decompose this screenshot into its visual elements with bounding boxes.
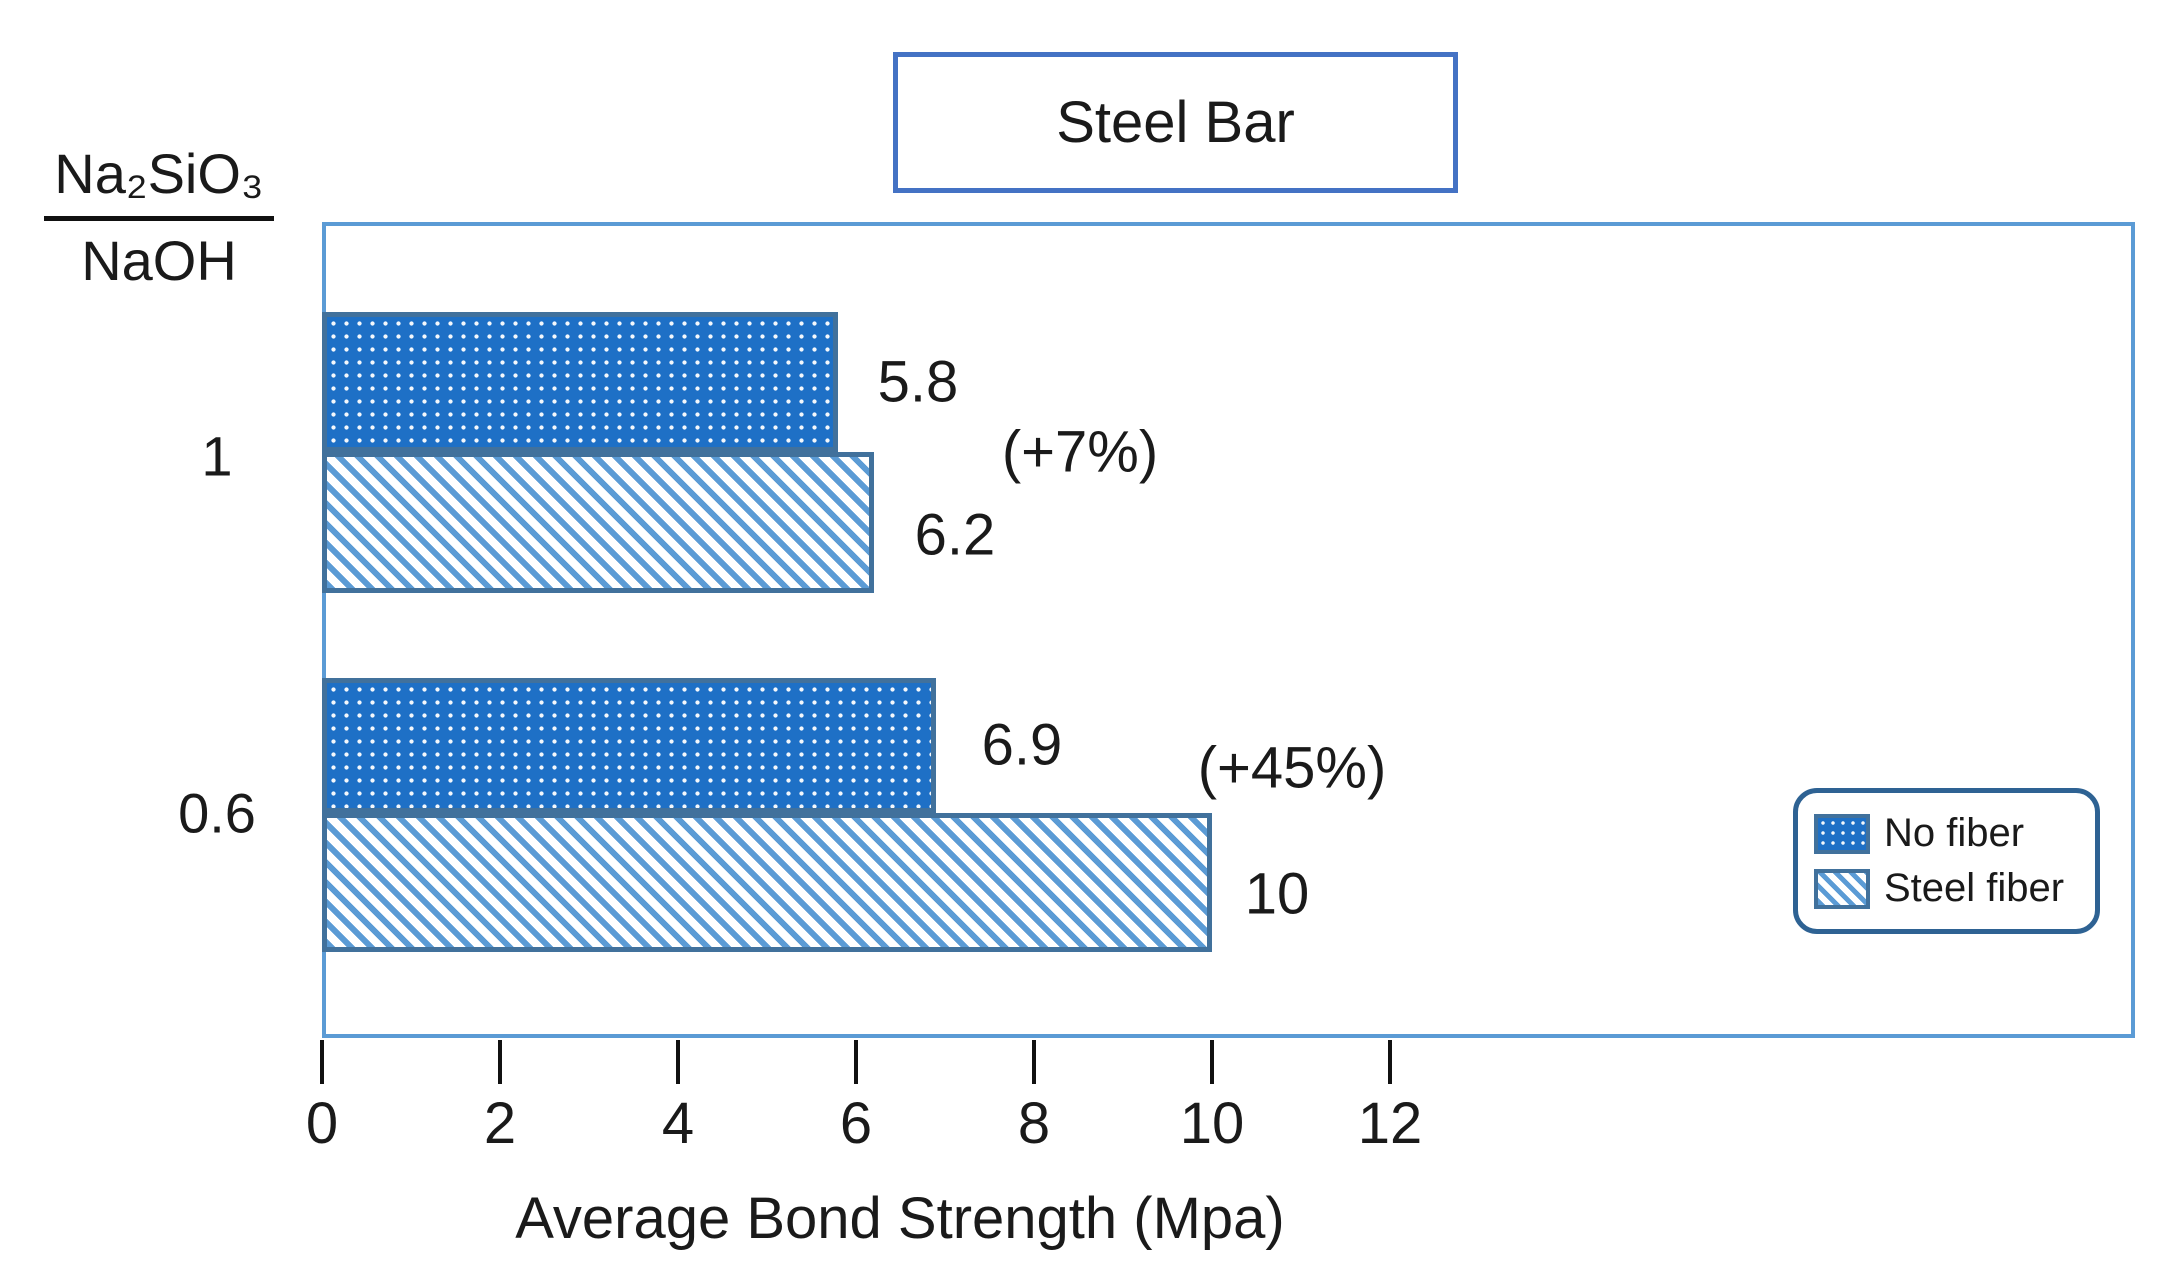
x-tick-label: 4 <box>661 1091 695 1156</box>
annotation-ratio-0.6: (+45%) <box>1197 735 1387 801</box>
x-tick-label: 12 <box>1357 1091 1423 1156</box>
x-tick-mark <box>498 1040 502 1084</box>
legend-label-steel-fiber: Steel fiber <box>1884 866 2065 910</box>
bar-no-fiber-ratio-1 <box>322 312 839 452</box>
value-label-no-fiber-ratio-1: 5.8 <box>877 349 959 415</box>
x-tick-mark <box>320 1040 324 1084</box>
legend-label-no-fiber: No fiber <box>1884 811 2025 855</box>
plot-area <box>322 222 2135 1038</box>
bar-steel-fiber-ratio-1 <box>322 452 874 593</box>
x-tick-mark <box>1210 1040 1214 1084</box>
y-axis-title-denominator: NaOH <box>81 229 237 292</box>
value-label-no-fiber-ratio-0.6: 6.9 <box>981 712 1063 778</box>
x-tick-label: 6 <box>839 1091 873 1156</box>
value-label-steel-fiber-ratio-1: 6.2 <box>914 502 996 568</box>
category-label-1: 1 <box>201 424 233 488</box>
bar-no-fiber-ratio-0.6 <box>322 678 937 813</box>
x-tick-label: 2 <box>483 1091 517 1156</box>
chart-title: Steel Bar <box>1056 90 1295 155</box>
y-axis-title: Na₂SiO₃ NaOH <box>44 146 274 289</box>
x-tick-label: 0 <box>305 1091 339 1156</box>
legend-item-no-fiber: No fiber <box>1814 811 2095 856</box>
x-axis-title: Average Bond Strength (Mpa) <box>515 1186 1285 1251</box>
x-tick-mark <box>854 1040 858 1084</box>
category-label-0.6: 0.6 <box>178 781 256 845</box>
bar-steel-fiber-ratio-0.6 <box>322 813 1212 952</box>
x-tick-label: 10 <box>1179 1091 1245 1156</box>
legend: No fiber Steel fiber <box>1793 788 2100 934</box>
steel-fiber-swatch-icon <box>1814 868 1870 909</box>
chart-title-box: Steel Bar <box>893 52 1458 193</box>
value-label-steel-fiber-ratio-0.6: 10 <box>1244 861 1310 927</box>
annotation-ratio-1: (+7%) <box>1001 419 1159 485</box>
x-tick-mark <box>676 1040 680 1084</box>
x-tick-mark <box>1388 1040 1392 1084</box>
legend-item-steel-fiber: Steel fiber <box>1814 866 2095 911</box>
no-fiber-swatch-icon <box>1814 813 1870 854</box>
x-tick-label: 8 <box>1017 1091 1051 1156</box>
y-axis-title-numerator: Na₂SiO₃ <box>44 146 274 221</box>
x-tick-mark <box>1032 1040 1036 1084</box>
